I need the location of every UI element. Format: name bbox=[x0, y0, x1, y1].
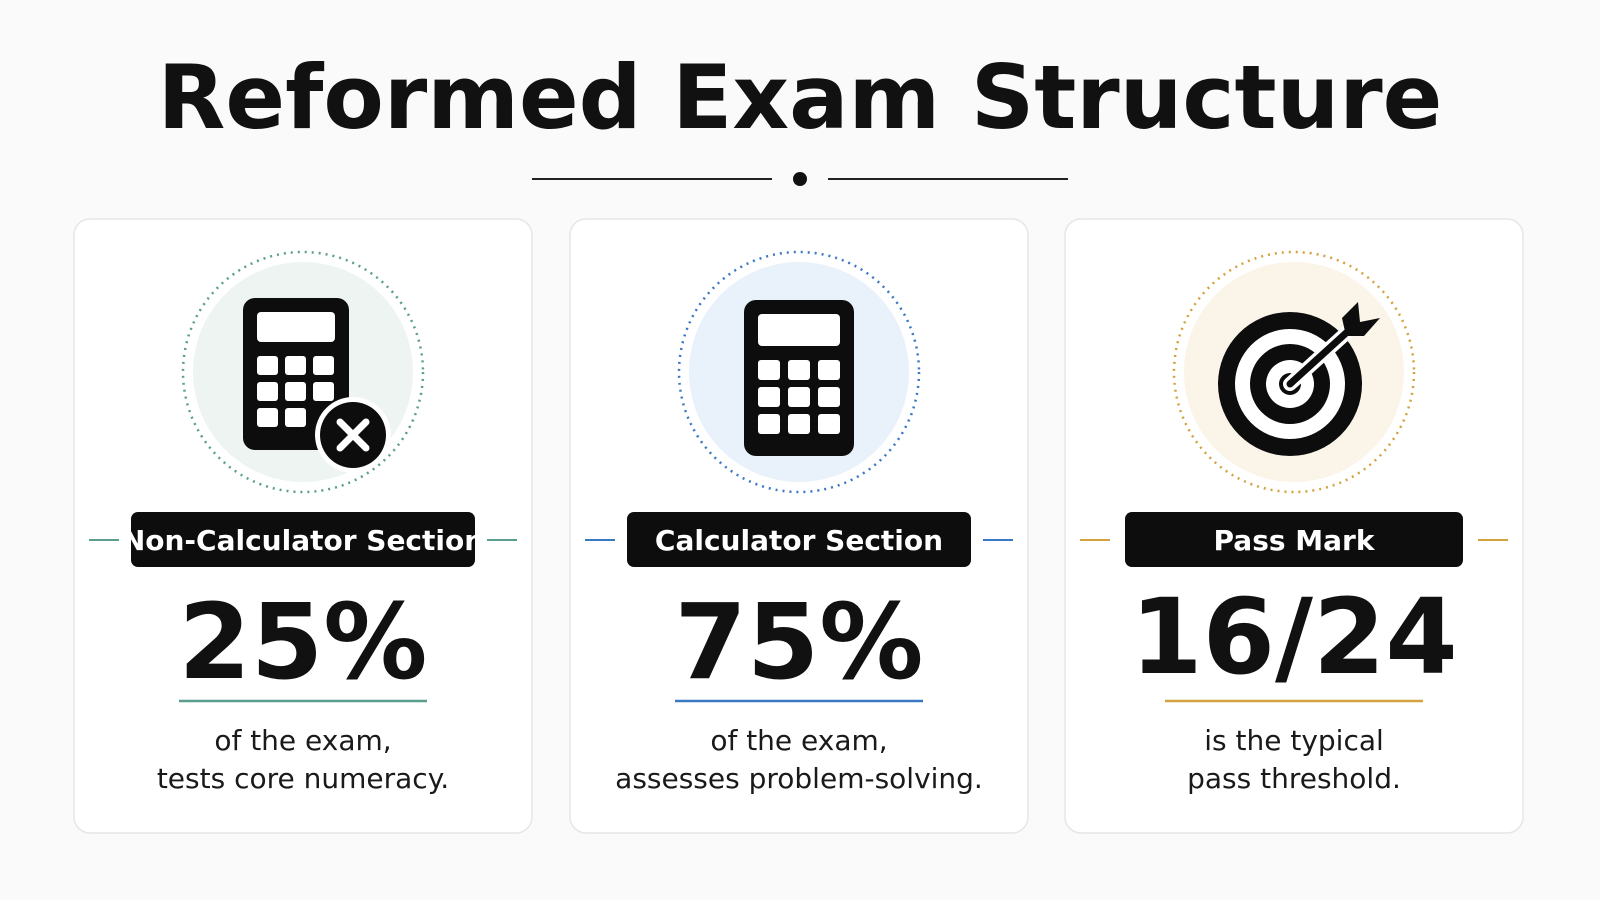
card-label: Pass Mark bbox=[1214, 524, 1376, 557]
card-description: of the exam, bbox=[710, 724, 887, 757]
card-value: 25% bbox=[179, 581, 428, 703]
card-value: 75% bbox=[675, 581, 924, 703]
card-label: Calculator Section bbox=[655, 524, 943, 557]
icon-calculator bbox=[744, 300, 854, 456]
page-title: Reformed Exam Structure bbox=[158, 46, 1443, 149]
icon-no-calculator bbox=[243, 298, 391, 473]
icon-target bbox=[1218, 302, 1380, 456]
card: Pass Mark 16/24 is the typical pass thre… bbox=[1064, 218, 1524, 834]
card-value: 16/24 bbox=[1130, 576, 1457, 698]
card-description: tests core numeracy. bbox=[157, 762, 449, 795]
card: Non-Calculator Section 25% of the exam, … bbox=[73, 218, 533, 834]
card-label: Non-Calculator Section bbox=[122, 524, 484, 557]
card: Calculator Section 75% of the exam, asse… bbox=[569, 218, 1029, 834]
card-description: pass threshold. bbox=[1187, 762, 1401, 795]
card-description: assesses problem-solving. bbox=[615, 762, 983, 795]
card-description: is the typical bbox=[1204, 724, 1384, 757]
divider bbox=[532, 172, 1068, 186]
card-description: of the exam, bbox=[214, 724, 391, 757]
